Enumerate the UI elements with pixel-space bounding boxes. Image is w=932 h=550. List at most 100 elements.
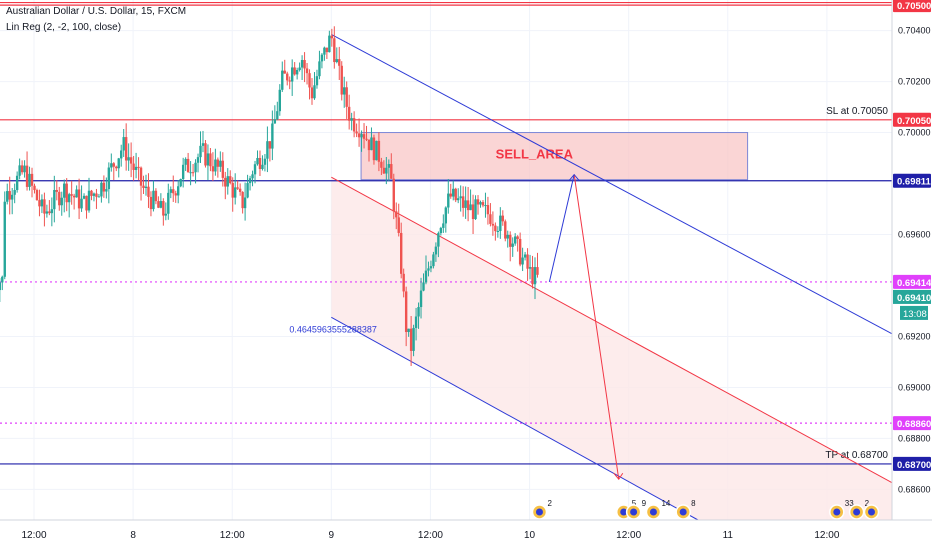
- candle-body: [471, 204, 475, 220]
- candle-body: [414, 316, 418, 328]
- candle-body: [8, 191, 11, 200]
- event-flag-icon: [630, 508, 638, 516]
- candle-body: [422, 282, 425, 291]
- candle-body: [3, 201, 6, 277]
- candle-body: [204, 143, 207, 166]
- candle-body: [10, 194, 14, 200]
- event-flag-icon: [535, 508, 543, 516]
- candle-body: [437, 233, 440, 247]
- candle-body: [266, 141, 269, 159]
- event-flag-icon: [833, 508, 841, 516]
- chart-title: Australian Dollar / U.S. Dollar, 15, FXC…: [6, 6, 187, 17]
- candle-body: [494, 225, 497, 232]
- candle-body: [35, 190, 39, 201]
- candle-body: [367, 139, 371, 151]
- candle-body: [305, 68, 309, 74]
- price-axis: 0.70400 0.70200 0.70000 0.69600 0.69200 0.690…: [891, 0, 932, 550]
- candle-body: [295, 69, 299, 75]
- candle-body: [177, 186, 180, 196]
- candle-body: [333, 38, 336, 63]
- candle-body: [513, 236, 517, 244]
- candle-body: [452, 188, 455, 197]
- candle-body: [13, 190, 16, 195]
- indicator-label: Lin Reg (2, -2, 100, close): [6, 22, 122, 33]
- candle-body: [70, 194, 73, 196]
- candle-body: [350, 118, 353, 121]
- projection-arrow-up: [548, 174, 575, 283]
- candle-body: [167, 192, 170, 214]
- candle-body: [216, 159, 220, 167]
- candle-body: [18, 165, 21, 176]
- candle-body: [45, 211, 49, 214]
- candle-body: [432, 254, 435, 267]
- candle-body: [511, 243, 514, 247]
- candles: [0, 26, 539, 366]
- candle-body: [318, 61, 321, 77]
- channel-annotation: 0.4645963555288387: [289, 324, 377, 334]
- candle-body: [246, 183, 249, 198]
- candle-body: [65, 183, 68, 203]
- candle-body: [75, 189, 78, 198]
- y-tick-label: 0.70000: [898, 128, 931, 138]
- candle-body: [117, 158, 120, 169]
- candle-body: [129, 157, 133, 164]
- candle-body: [352, 118, 356, 132]
- candle-body: [253, 164, 257, 175]
- candle-body: [372, 137, 376, 161]
- candle-body: [278, 89, 281, 112]
- candle-body: [137, 166, 140, 168]
- y-tick-label: 0.70400: [898, 26, 931, 36]
- candle-body: [243, 197, 247, 209]
- candle-body: [122, 137, 125, 151]
- candle-body: [424, 270, 428, 283]
- candle-body: [95, 193, 98, 197]
- candle-body: [179, 179, 182, 187]
- candle-body: [169, 189, 172, 193]
- candle-body: [189, 172, 192, 174]
- regression-center-line: [331, 176, 917, 497]
- candle-body: [112, 163, 115, 167]
- candle-body: [194, 162, 197, 173]
- time-axis: 12:00 8 12:00 9 12:00 10 12:00 11 12:00: [0, 519, 932, 550]
- candle-body: [224, 177, 227, 187]
- candle-body: [226, 176, 229, 187]
- candle-body: [258, 157, 262, 169]
- y-tick-label: 0.69000: [898, 382, 931, 392]
- level-tag-bg: [893, 112, 931, 127]
- candle-body: [248, 178, 252, 184]
- candle-body: [164, 213, 168, 216]
- candle-body: [33, 185, 36, 191]
- candle-body: [533, 267, 537, 285]
- candle-body: [142, 185, 145, 189]
- candle-body: [404, 291, 408, 333]
- candle-body: [521, 257, 524, 265]
- candle-body: [355, 131, 358, 134]
- regression-channel-fill: [331, 177, 892, 520]
- candle-body: [449, 193, 452, 197]
- candle-body: [427, 268, 430, 271]
- candle-body: [191, 172, 195, 174]
- candle-body: [80, 198, 83, 209]
- level-tag: 0.70500: [897, 1, 931, 12]
- candle-body: [518, 238, 522, 265]
- candle-body: [263, 158, 267, 165]
- candle-body: [162, 201, 165, 216]
- regression-lower-line: [331, 316, 699, 521]
- x-tick-label: 12:00: [616, 530, 641, 541]
- candle-body: [298, 67, 301, 70]
- candle-body: [77, 189, 81, 209]
- candle-body: [303, 59, 306, 69]
- candle-body: [290, 67, 294, 82]
- candle-body: [20, 165, 24, 173]
- candle-body: [392, 178, 395, 212]
- level-tag: 0.70050: [897, 116, 931, 127]
- candle-body: [469, 204, 472, 211]
- candle-body: [172, 189, 175, 194]
- level-tag-bg: [893, 173, 931, 188]
- candle-body: [464, 200, 467, 208]
- candle-body: [340, 65, 343, 95]
- candle-body: [523, 254, 527, 258]
- current-price-tag: 0.69410: [897, 293, 931, 304]
- candle-body: [85, 195, 88, 211]
